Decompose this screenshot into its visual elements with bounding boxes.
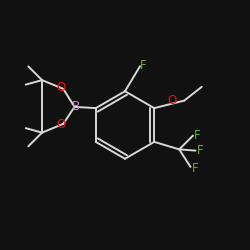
Text: F: F: [192, 162, 198, 175]
Text: F: F: [197, 144, 203, 156]
Text: F: F: [194, 129, 201, 141]
Text: O: O: [167, 94, 176, 107]
Text: B: B: [72, 100, 80, 113]
Text: O: O: [57, 118, 66, 132]
Text: F: F: [140, 59, 146, 72]
Text: O: O: [57, 82, 66, 94]
